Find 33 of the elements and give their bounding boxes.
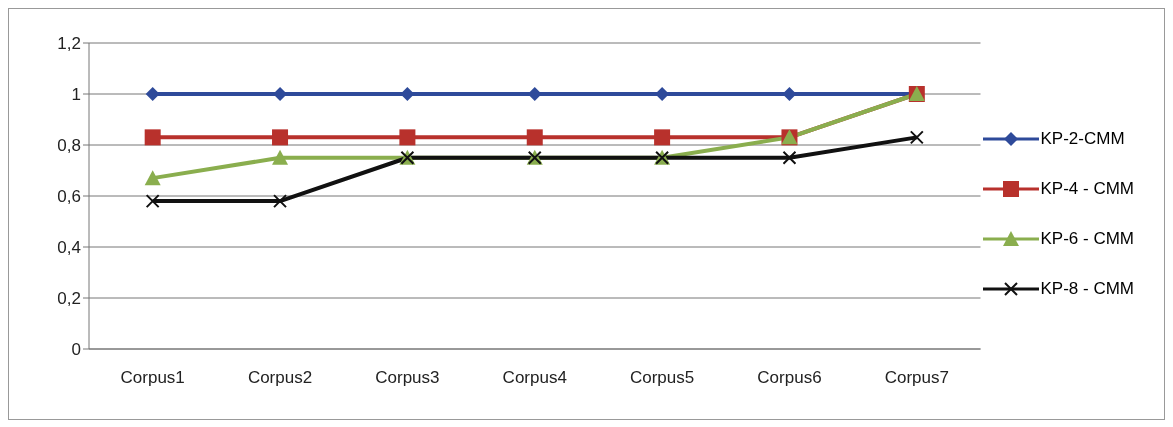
y-tick-label: 1,2: [57, 34, 81, 54]
y-tick-label: 0,4: [57, 238, 81, 258]
x-tick-label: Corpus2: [247, 368, 313, 388]
x-tick-label: Corpus6: [757, 368, 822, 388]
y-tick-label: 1: [71, 85, 81, 105]
x-tick-label: Corpus3: [375, 368, 440, 388]
y-tick-label: 0,6: [57, 187, 81, 207]
y-tick-label: 0,2: [57, 289, 81, 309]
point: [526, 129, 543, 146]
x-tick-label: Corpus4: [502, 368, 567, 388]
point: [782, 150, 797, 165]
point: [399, 129, 416, 146]
point: [400, 87, 415, 101]
point: [782, 87, 797, 101]
point: [272, 149, 289, 165]
point: [527, 87, 542, 101]
y-tick-label: 0,8: [57, 136, 81, 156]
y-tick-label: 0: [71, 340, 81, 360]
x-tick-label: Corpus5: [629, 368, 695, 388]
point: [144, 129, 161, 146]
point: [145, 87, 160, 101]
x-tick-label: Corpus1: [120, 368, 185, 388]
point: [909, 130, 924, 145]
point: [272, 129, 289, 146]
point: [144, 170, 161, 186]
legend-label: KP-2-CMM: [1040, 129, 1125, 149]
legend-label: KP-8 - CMM: [1040, 279, 1134, 299]
x-tick-label: Corpus7: [884, 368, 949, 388]
point: [273, 194, 288, 209]
point: [145, 194, 160, 209]
legend-label: KP-6 - CMM: [1040, 229, 1134, 249]
legend-label: KP-4 - CMM: [1040, 179, 1134, 199]
point: [654, 129, 671, 146]
